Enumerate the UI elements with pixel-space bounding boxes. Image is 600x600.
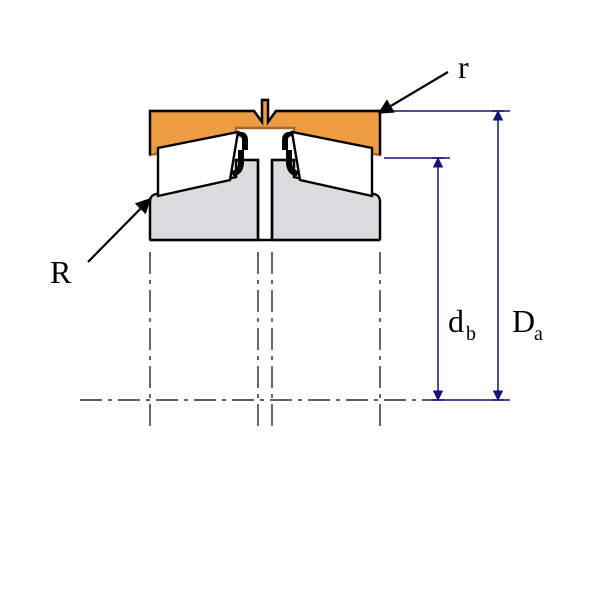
label-db: d b xyxy=(448,303,476,345)
label-Da: D a xyxy=(512,303,543,345)
svg-text:a: a xyxy=(534,323,543,345)
svg-text:D: D xyxy=(512,303,535,339)
leader-R xyxy=(88,199,150,262)
bearing-diagram: r R d b D a xyxy=(0,0,600,600)
centerlines xyxy=(80,252,430,430)
svg-text:d: d xyxy=(448,303,464,339)
leader-r xyxy=(379,72,448,113)
svg-text:b: b xyxy=(466,323,476,345)
label-r: r xyxy=(458,49,469,85)
dimension-lines xyxy=(384,111,510,400)
label-R: R xyxy=(50,254,72,290)
